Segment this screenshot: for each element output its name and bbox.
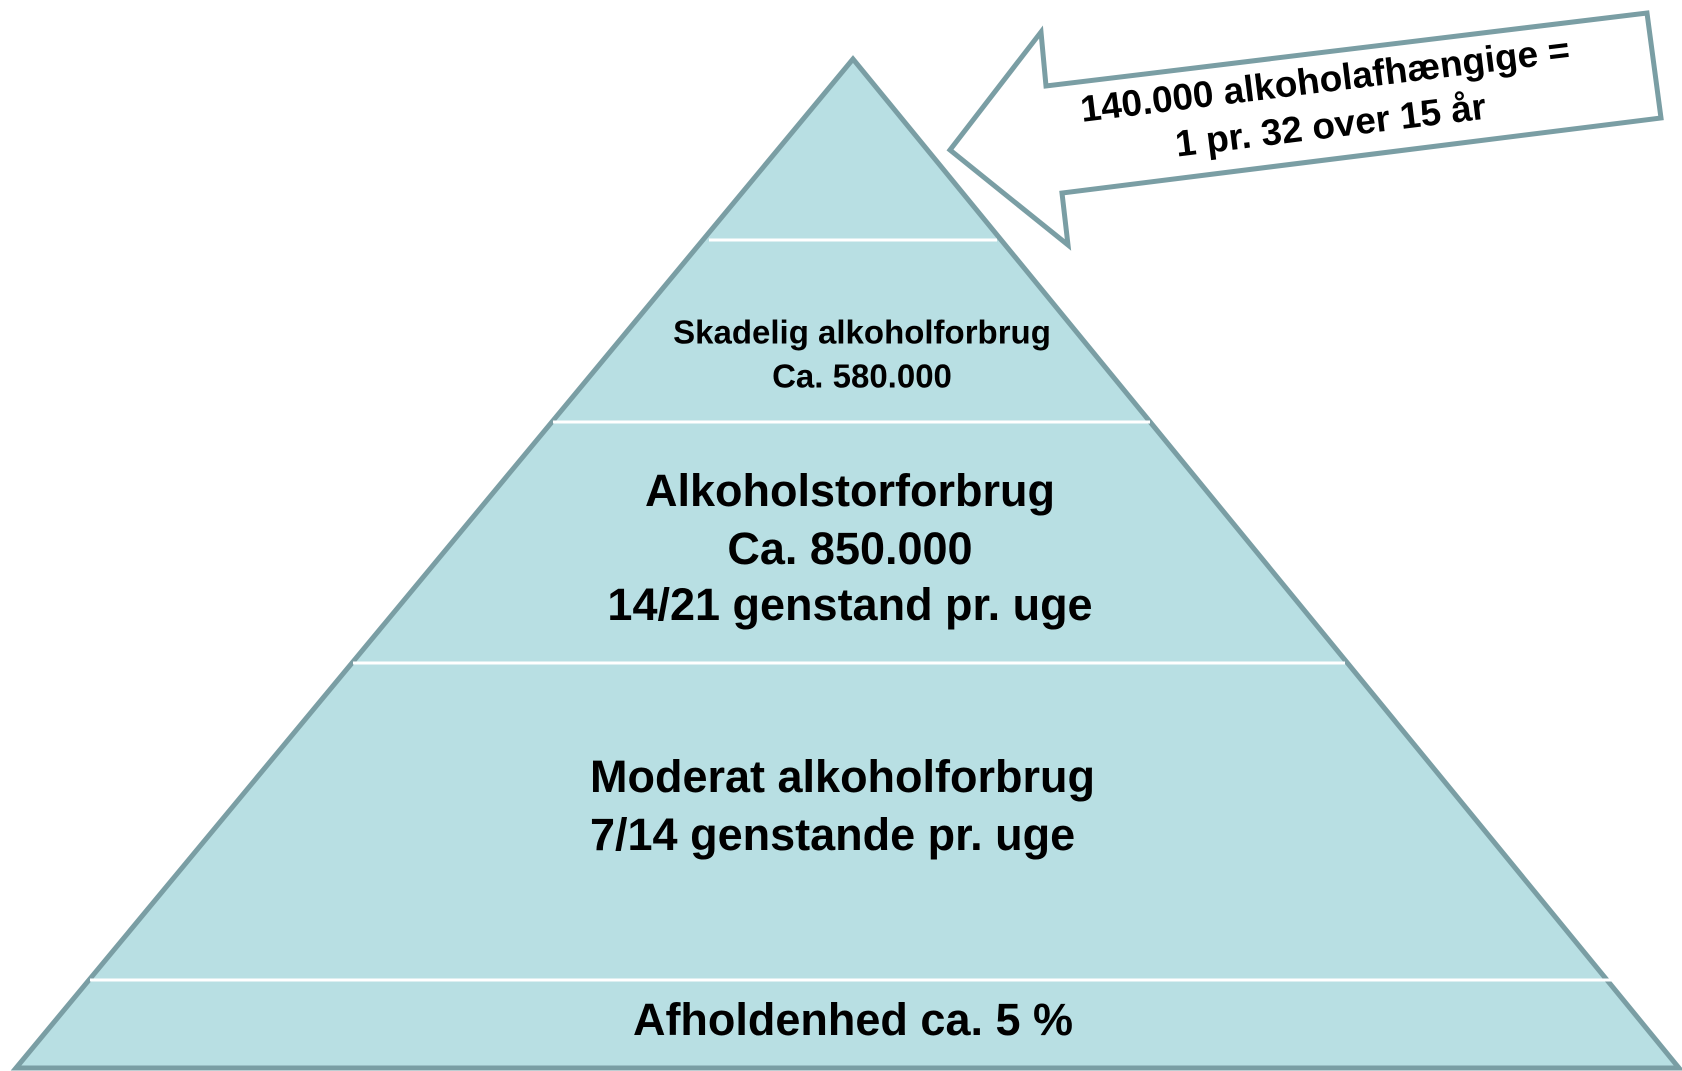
layer-text: Ca. 850.000 <box>727 523 972 574</box>
layer-text: Afholdenhed ca. 5 % <box>633 994 1073 1045</box>
layer-text: Ca. 580.000 <box>772 358 952 395</box>
layer-text: Moderat alkoholforbrug <box>590 751 1095 802</box>
layer-text: 14/21 genstand pr. uge <box>607 579 1092 630</box>
layer-text: Alkoholstorforbrug <box>645 465 1055 516</box>
layer-text: Skadelig alkoholforbrug <box>673 314 1051 351</box>
pyramid <box>10 55 1682 1071</box>
layer-text: 7/14 genstande pr. uge <box>590 809 1075 860</box>
callout-box <box>946 10 1664 251</box>
